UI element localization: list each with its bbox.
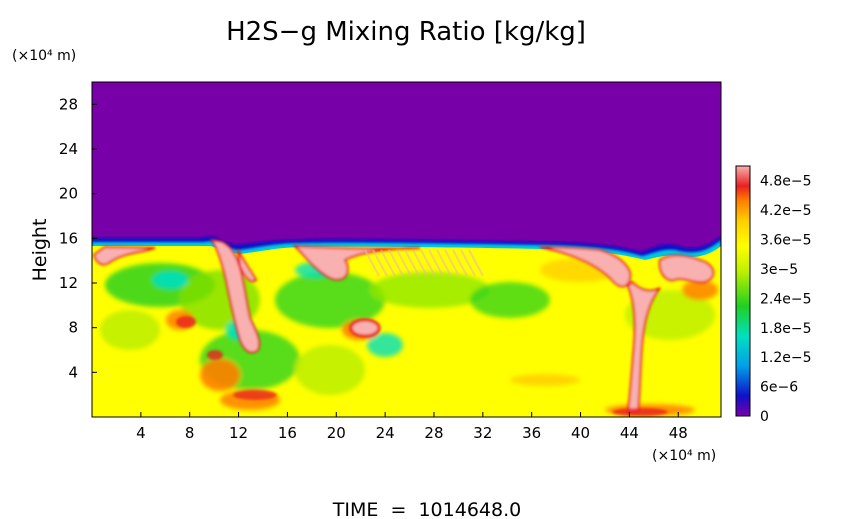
green-region [100,310,160,350]
wave-streak [452,249,468,277]
wave-streak [428,249,444,277]
y-tick-label: 4 [68,363,78,381]
colorbar-label: 1.2e−5 [760,350,812,366]
wave-streak [436,249,452,277]
red-core [612,408,668,416]
orange-region [200,359,240,391]
chart-title: H2S−g Mixing Ratio [kg/kg] [226,17,586,47]
x-tick-label: 20 [327,424,346,442]
y-tick-label: 20 [59,185,78,203]
x-axis-unit: (×10⁴ m) [652,448,716,464]
y-tick-label: 24 [59,140,78,158]
colorbar [735,165,751,417]
wave-streak [412,249,428,277]
red-core [207,350,223,360]
orange-region [510,374,580,386]
wave-streak [380,249,396,277]
heatmap-field [92,82,721,417]
y-tick-label: 28 [59,95,78,113]
wave-streak [468,249,484,277]
colorbar-label: 1.8e−5 [760,321,812,337]
y-tick-label: 8 [68,319,78,337]
red-core [349,318,381,338]
y-axis-label: Height [29,219,51,282]
x-tick-label: 28 [424,424,443,442]
red-core [176,316,196,328]
colorbar-label: 4.2e−5 [760,203,812,219]
x-tick-label: 12 [229,424,248,442]
pink-plume [292,244,421,281]
pink-plume [92,245,156,266]
cyan-region [152,271,188,289]
y-axis: 4 8 12 16 20 24 28 [59,95,97,381]
cyan-region [367,333,403,357]
plot-frame [91,81,722,418]
green-region [370,272,490,308]
x-tick-label: 40 [571,424,590,442]
colorbar-label: 3.6e−5 [760,233,812,249]
orange-region [682,280,718,300]
x-tick-label: 8 [185,424,195,442]
x-tick-label: 44 [620,424,639,442]
x-tick-label: 36 [522,424,541,442]
colorbar-label: 0 [760,409,769,425]
x-tick-label: 48 [669,424,688,442]
y-axis-unit: (×10⁴ m) [12,48,76,64]
pink-plume [658,254,715,284]
colorbar-labels: 4.8e−5 4.2e−5 3.6e−5 3e−5 2.4e−5 1.8e−5 1.2e−5… [760,174,812,425]
x-tick-label: 32 [473,424,492,442]
wave-streak [396,249,412,277]
pink-plume [237,249,258,282]
x-tick-label: 16 [278,424,297,442]
wave-streak [404,249,420,277]
colorbar-label: 4.8e−5 [760,174,812,190]
wave-streak [372,249,388,277]
green-region [470,282,550,318]
y-tick-label: 16 [59,229,78,247]
green-region [275,272,385,328]
wave-streak [444,249,460,277]
pink-plume [539,246,632,288]
colorbar-label: 2.4e−5 [760,291,812,307]
wave-streak [388,249,404,277]
y-tick-label: 12 [59,274,78,292]
colorbar-label: 6e−6 [760,380,798,396]
high-concentration-plumes [92,238,715,416]
pink-plume [626,280,661,413]
colorbar-label: 3e−5 [760,262,798,278]
green-region [295,345,365,395]
red-core [233,390,277,400]
wave-streak [460,249,476,277]
x-tick-label: 4 [136,424,146,442]
time-footer: TIME = 1014648.0 [332,499,521,519]
wave-streak [364,249,380,277]
x-axis: 4 8 12 16 20 24 28 32 36 40 44 48 [136,412,688,442]
x-tick-label: 24 [376,424,395,442]
wave-streak [420,249,436,277]
